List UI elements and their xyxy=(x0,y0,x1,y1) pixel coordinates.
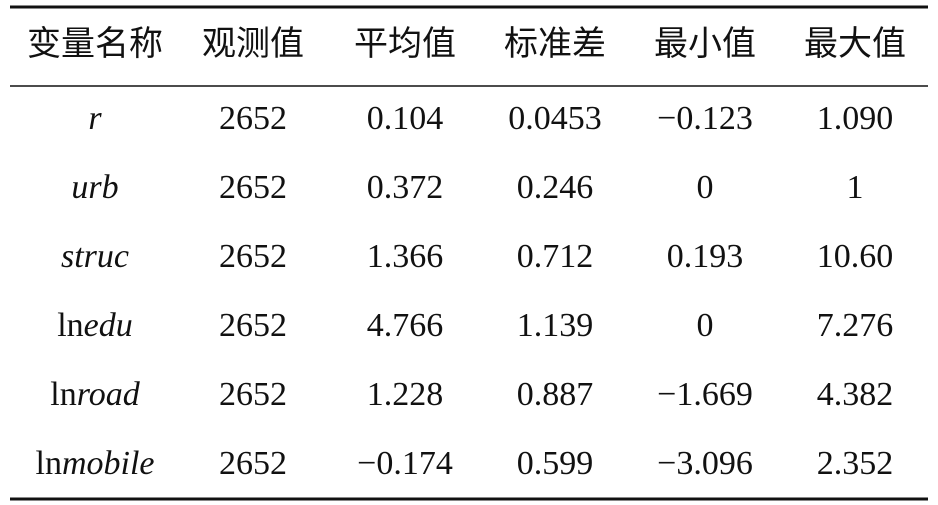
header-cell: 平均值 xyxy=(354,25,456,63)
variable-label: struc xyxy=(61,238,129,275)
data-cell: −3.096 xyxy=(657,445,753,482)
data-cell: 4.382 xyxy=(817,376,894,413)
variable-prefix: ln xyxy=(57,307,83,344)
data-cell: 1.139 xyxy=(517,307,594,344)
data-cell: −0.123 xyxy=(657,100,753,137)
variable-name: urb xyxy=(71,169,118,206)
variable-name: r xyxy=(88,100,102,137)
data-cell: 1.366 xyxy=(367,238,444,275)
header-cell: 最大值 xyxy=(804,25,906,63)
variable-label: urb xyxy=(71,169,118,206)
data-cell: 2652 xyxy=(219,169,287,206)
data-cell: 0.712 xyxy=(517,238,594,275)
data-cell: 2652 xyxy=(219,100,287,137)
data-cell: 0.599 xyxy=(517,445,594,482)
variable-name: lnroad xyxy=(50,376,140,413)
variable-label: mobile xyxy=(62,445,155,482)
data-cell: 0.104 xyxy=(367,100,444,137)
data-cell: 0.372 xyxy=(367,169,444,206)
variable-label: edu xyxy=(84,307,133,344)
data-cell: 0.0453 xyxy=(508,100,602,137)
data-cell: −1.669 xyxy=(657,376,753,413)
variable-prefix: ln xyxy=(50,376,76,413)
data-cell: 0 xyxy=(697,307,714,344)
variable-name: lnedu xyxy=(57,307,133,344)
data-cell: 2652 xyxy=(219,238,287,275)
data-cell: −0.174 xyxy=(357,445,453,482)
variable-name: struc xyxy=(61,238,129,275)
header-cell: 标准差 xyxy=(504,25,606,63)
data-cell: 2652 xyxy=(219,445,287,482)
data-cell: 10.60 xyxy=(817,238,894,275)
data-cell: 0.246 xyxy=(517,169,594,206)
header-cell: 观测值 xyxy=(202,25,304,63)
data-cell: 4.766 xyxy=(367,307,444,344)
data-cell: 1.228 xyxy=(367,376,444,413)
data-cell: 7.276 xyxy=(817,307,894,344)
data-cell: 1 xyxy=(847,169,864,206)
data-cell: 0.193 xyxy=(667,238,744,275)
table-body: 变量名称 观测值 平均值 标准差 最小值 最大值 r 2652 0.104 0.0453 −0.12… xyxy=(27,25,906,482)
header-cell: 变量名称 xyxy=(27,25,163,63)
variable-label: r xyxy=(88,100,102,137)
header-cell: 最小值 xyxy=(654,25,756,63)
variable-name: lnmobile xyxy=(36,445,155,482)
data-cell: 1.090 xyxy=(817,100,894,137)
data-cell: 2652 xyxy=(219,376,287,413)
data-cell: 2.352 xyxy=(817,445,894,482)
variable-prefix: ln xyxy=(36,445,62,482)
data-cell: 0.887 xyxy=(517,376,594,413)
data-cell: 0 xyxy=(697,169,714,206)
data-cell: 2652 xyxy=(219,307,287,344)
variable-label: road xyxy=(77,376,141,413)
